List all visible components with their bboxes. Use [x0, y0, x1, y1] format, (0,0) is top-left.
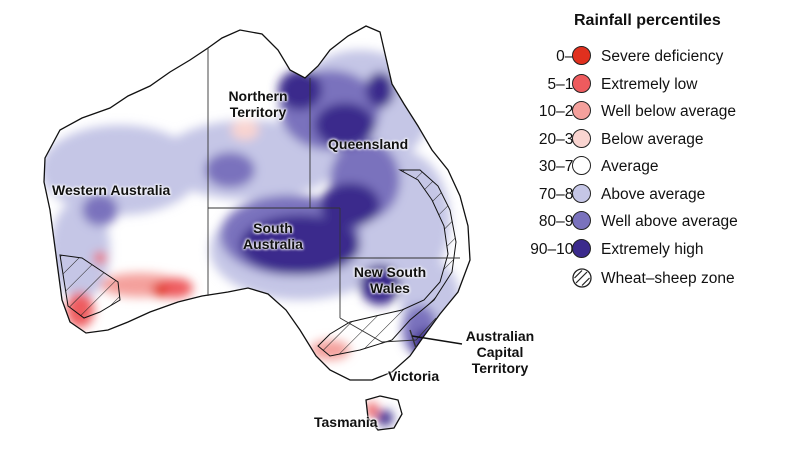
- legend-label: Above average: [601, 185, 706, 203]
- legend-label: Well below average: [601, 103, 736, 120]
- label-victoria: Victoria: [388, 368, 440, 384]
- legend-swatch: [572, 238, 591, 258]
- legend-swatch: [572, 73, 591, 93]
- wheat-sheep-zone: [59, 169, 457, 357]
- label-northern-territory: Northern Territory: [228, 88, 288, 120]
- legend-row: 80–90 Well above average: [500, 209, 800, 235]
- legend: Rainfall percentiles 0–5 Severe deficienc…: [500, 8, 800, 308]
- state-borders: [207, 48, 460, 349]
- legend-range: 90–100: [530, 240, 582, 258]
- label-south-australia: South Australia: [243, 220, 303, 252]
- label-act: Australian Capital Territory: [465, 328, 535, 376]
- legend-row: 10–20 Well below average: [500, 99, 800, 125]
- legend-range: 20–30: [538, 130, 582, 148]
- legend-title: Rainfall percentiles: [574, 12, 721, 29]
- legend-label: Severe deficiency: [601, 48, 724, 65]
- legend-label: Well above average: [601, 213, 738, 230]
- label-queensland: Queensland: [328, 136, 409, 152]
- legend-label: Average: [601, 158, 659, 175]
- legend-row: 20–30 Below average: [500, 127, 800, 153]
- hatch-swatch: [572, 268, 592, 288]
- legend-row-wheat-sheep: Wheat–sheep zone: [500, 266, 800, 292]
- label-tasmania: Tasmania: [314, 414, 378, 430]
- legend-label: Below average: [601, 130, 704, 148]
- legend-row: 70–80 Above average: [500, 182, 800, 208]
- legend-label: Extremely low: [601, 75, 698, 93]
- legend-swatch: [572, 101, 591, 120]
- legend-swatch: [572, 183, 591, 203]
- legend-range: 80–90: [538, 213, 582, 230]
- legend-range: 10–20: [538, 103, 582, 120]
- legend-row: 90–100 Extremely high: [500, 237, 800, 263]
- coastline: [43, 25, 471, 381]
- legend-label: Wheat–sheep zone: [601, 270, 735, 287]
- legend-row: 0–5 Severe deficiency: [500, 44, 800, 70]
- tasmania-coastline: [365, 395, 403, 431]
- legend-range: 30–70: [538, 158, 582, 175]
- label-western-australia: Western Australia: [52, 182, 171, 198]
- legend-swatch: [572, 211, 591, 230]
- legend-range: 70–80: [538, 185, 582, 203]
- australia-rainfall-map: [43, 25, 471, 431]
- act-leader-line: [411, 335, 463, 345]
- legend-swatch: [572, 128, 591, 148]
- legend-swatch: [572, 46, 591, 65]
- legend-swatch: [572, 156, 591, 175]
- legend-label: Extremely high: [601, 240, 704, 258]
- legend-row: 5–10 Extremely low: [500, 72, 800, 98]
- legend-row: 30–70 Average: [500, 154, 800, 180]
- label-new-south-wales: New South Wales: [353, 264, 427, 296]
